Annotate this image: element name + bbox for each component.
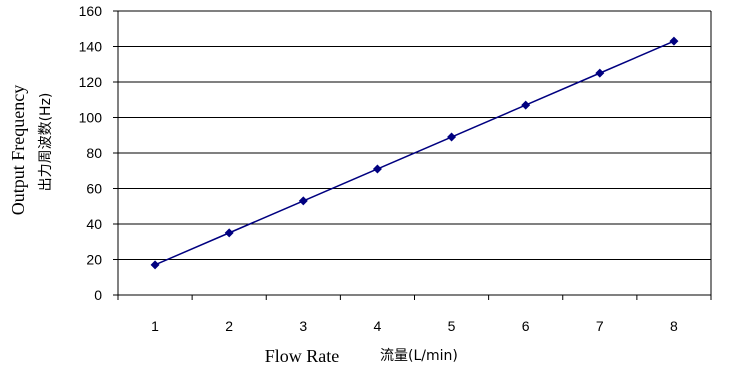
y-tick-label: 160 xyxy=(79,3,103,19)
series-group xyxy=(150,36,679,270)
x-tick-label: 3 xyxy=(299,318,307,334)
x-axis-title: Flow Rate xyxy=(265,346,340,366)
x-tick-label: 7 xyxy=(596,318,604,334)
data-point xyxy=(595,68,605,78)
grid-lines xyxy=(118,10,711,260)
y-tick-label: 0 xyxy=(94,287,102,303)
data-point xyxy=(150,260,160,270)
data-point xyxy=(298,196,308,206)
y-tick-label: 120 xyxy=(79,74,103,90)
x-tick-label: 4 xyxy=(374,318,382,334)
data-point xyxy=(447,132,457,142)
x-tick-label: 1 xyxy=(151,318,159,334)
y-tick-label: 20 xyxy=(86,252,102,268)
y-tick-label: 140 xyxy=(79,39,103,55)
y-tick-label: 60 xyxy=(86,181,102,197)
x-tick-label: 2 xyxy=(225,318,233,334)
y-tick-label: 80 xyxy=(86,145,102,161)
axes xyxy=(113,10,712,300)
data-point xyxy=(521,100,531,110)
x-tick-label: 5 xyxy=(448,318,456,334)
data-point xyxy=(224,228,234,238)
series-line xyxy=(154,40,675,266)
x-axis-title-jp: 流量(L/min) xyxy=(380,348,458,364)
y-tick-label: 100 xyxy=(79,110,103,126)
y-tick-label: 40 xyxy=(86,216,102,232)
x-tick-labels: 1 2 3 4 5 6 7 8 xyxy=(151,318,678,334)
y-tick-labels: 0 20 40 60 80 100 120 140 160 xyxy=(79,3,103,303)
x-tick-label: 6 xyxy=(522,318,530,334)
y-axis-title: Output Frequency xyxy=(8,85,28,215)
data-point xyxy=(372,164,382,174)
y-axis-title-jp: 出力周波数(Hz) xyxy=(38,93,54,192)
data-point xyxy=(669,36,679,46)
x-tick-label: 8 xyxy=(670,318,678,334)
